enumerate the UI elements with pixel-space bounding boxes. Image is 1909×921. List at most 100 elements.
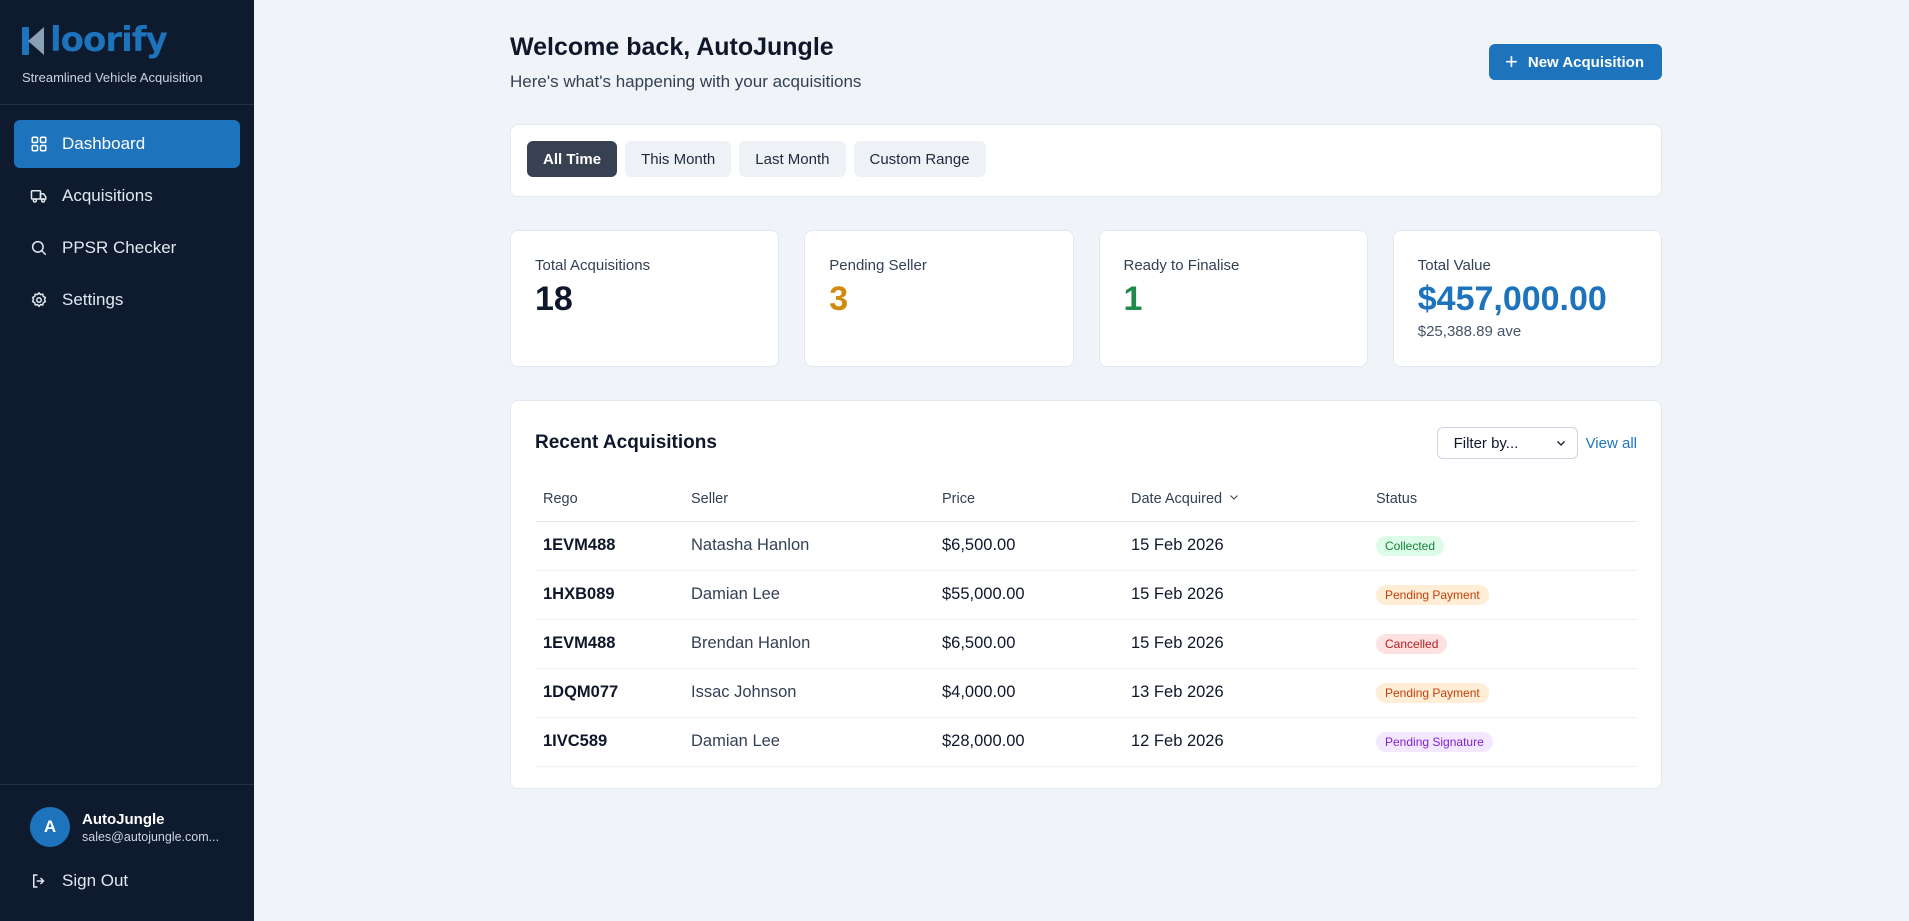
column-header-rego[interactable]: Rego <box>535 477 683 522</box>
table-row[interactable]: 1HXB089 Damian Lee $55,000.00 15 Feb 202… <box>535 570 1637 620</box>
sidebar: loorify Streamlined Vehicle Acquisition … <box>0 0 254 921</box>
sign-out-icon <box>33 874 45 888</box>
chevron-down-icon <box>1556 441 1565 446</box>
table-header-row: Rego Seller Price Date Acquired Status <box>535 477 1637 522</box>
stat-ready-to-finalise: Ready to Finalise 1 <box>1098 230 1368 367</box>
stat-label: Total Acquisitions <box>535 257 651 274</box>
column-header-price[interactable]: Price <box>934 477 1123 522</box>
status-badge: Cancelled <box>1376 633 1448 654</box>
acquisitions-table: Rego Seller Price Date Acquired Status 1… <box>535 477 1637 767</box>
user-email: sales@autojungle.com... <box>82 829 220 844</box>
range-this-month-button[interactable]: This Month <box>625 141 732 177</box>
sidebar-item-settings[interactable]: Settings <box>14 276 240 324</box>
filter-select-value: Filter by... <box>1453 434 1519 452</box>
page-title: Welcome back, AutoJungle <box>510 33 834 61</box>
column-header-status[interactable]: Status <box>1368 477 1637 522</box>
cell-price: $55,000.00 <box>934 570 1123 620</box>
cell-date: 15 Feb 2026 <box>1123 570 1368 620</box>
stat-value: 3 <box>829 280 849 318</box>
cell-seller: Brendan Hanlon <box>683 619 934 669</box>
column-header-date-acquired[interactable]: Date Acquired <box>1123 477 1368 522</box>
cell-rego: 1IVC589 <box>535 717 683 767</box>
filter-select[interactable]: Filter by... <box>1436 427 1578 459</box>
cell-seller: Issac Johnson <box>683 668 934 718</box>
stat-value: $457,000.00 <box>1417 280 1607 318</box>
status-badge: Pending Payment <box>1376 584 1489 605</box>
cell-status: Pending Signature <box>1368 717 1637 767</box>
cell-rego: 1HXB089 <box>535 570 683 620</box>
cell-price: $6,500.00 <box>934 521 1123 571</box>
range-all-time-button[interactable]: All Time <box>527 141 618 177</box>
grid-icon <box>30 135 48 153</box>
gear-icon <box>30 291 48 309</box>
table-row[interactable]: 1IVC589 Damian Lee $28,000.00 12 Feb 202… <box>535 717 1637 767</box>
page-subtitle: Here's what's happening with your acquis… <box>510 72 862 91</box>
sidebar-item-label: PPSR Checker <box>62 238 177 257</box>
avatar: A <box>30 807 70 847</box>
page-header: Welcome back, AutoJungle Here's what's h… <box>510 0 1662 124</box>
search-icon <box>30 239 48 257</box>
stat-label: Pending Seller <box>829 257 927 274</box>
stat-total-acquisitions: Total Acquisitions 18 <box>510 230 780 367</box>
cell-rego: 1EVM488 <box>535 521 683 571</box>
new-acquisition-button[interactable]: + New Acquisition <box>1489 44 1662 80</box>
logo-mark-icon <box>22 25 48 55</box>
recent-acquisitions-header: Recent Acquisitions Filter by... View al… <box>535 423 1637 463</box>
sidebar-item-dashboard[interactable]: Dashboard <box>14 120 240 168</box>
cell-date: 13 Feb 2026 <box>1123 668 1368 718</box>
sidebar-item-acquisitions[interactable]: Acquisitions <box>14 172 240 220</box>
user-profile[interactable]: A AutoJungle sales@autojungle.com... <box>30 807 224 847</box>
sign-out-label: Sign Out <box>62 871 129 890</box>
recent-acquisitions-title: Recent Acquisitions <box>535 432 717 453</box>
table-row[interactable]: 1EVM488 Brendan Hanlon $6,500.00 15 Feb … <box>535 619 1637 669</box>
user-name: AutoJungle <box>82 810 165 828</box>
cell-seller: Natasha Hanlon <box>683 521 934 571</box>
cell-status: Pending Payment <box>1368 668 1637 718</box>
stat-label: Ready to Finalise <box>1123 257 1240 274</box>
stat-total-value: Total Value $457,000.00 $25,388.89 ave <box>1392 230 1662 367</box>
logo[interactable]: loorify <box>22 20 232 60</box>
sidebar-nav: Dashboard Acquisitions PPSR Checker Sett… <box>0 105 254 343</box>
column-header-seller[interactable]: Seller <box>683 477 934 522</box>
status-badge: Pending Signature <box>1376 731 1493 752</box>
date-range-filter: All Time This Month Last Month Custom Ra… <box>510 124 1662 197</box>
stat-value: 1 <box>1123 280 1143 318</box>
new-acquisition-label: New Acquisition <box>1527 53 1644 71</box>
status-badge: Collected <box>1376 535 1445 556</box>
view-all-link[interactable]: View all <box>1585 434 1637 452</box>
sidebar-footer: A AutoJungle sales@autojungle.com... Sig… <box>0 784 254 921</box>
status-badge: Pending Payment <box>1376 682 1489 703</box>
sidebar-item-label: Dashboard <box>62 134 146 153</box>
cell-status: Pending Payment <box>1368 570 1637 620</box>
sidebar-item-label: Settings <box>62 290 124 309</box>
stat-pending-seller: Pending Seller 3 <box>804 230 1074 367</box>
plus-icon: + <box>1505 49 1518 74</box>
range-custom-button[interactable]: Custom Range <box>853 141 986 177</box>
sort-chevron-down-icon[interactable] <box>1228 491 1240 507</box>
brand: loorify Streamlined Vehicle Acquisition <box>0 0 254 105</box>
cell-date: 12 Feb 2026 <box>1123 717 1368 767</box>
range-last-month-button[interactable]: Last Month <box>739 141 846 177</box>
cell-date: 15 Feb 2026 <box>1123 619 1368 669</box>
stat-average: $25,388.89 ave <box>1417 323 1522 340</box>
sidebar-item-label: Acquisitions <box>62 186 153 205</box>
cell-date: 15 Feb 2026 <box>1123 521 1368 571</box>
cell-seller: Damian Lee <box>683 570 934 620</box>
truck-icon <box>30 187 48 205</box>
stats-row: Total Acquisitions 18 Pending Seller 3 R… <box>510 230 1662 367</box>
cell-price: $4,000.00 <box>934 668 1123 718</box>
cell-seller: Damian Lee <box>683 717 934 767</box>
tagline: Streamlined Vehicle Acquisition <box>22 70 203 85</box>
main-content: Welcome back, AutoJungle Here's what's h… <box>510 0 1662 789</box>
table-tools: Filter by... View all <box>1436 427 1637 459</box>
cell-price: $6,500.00 <box>934 619 1123 669</box>
cell-price: $28,000.00 <box>934 717 1123 767</box>
sign-out-button[interactable]: Sign Out <box>30 853 224 909</box>
stat-value: 18 <box>535 280 573 318</box>
cell-status: Cancelled <box>1368 619 1637 669</box>
logo-text: loorify <box>50 20 168 60</box>
cell-rego: 1DQM077 <box>535 668 683 718</box>
table-row[interactable]: 1DQM077 Issac Johnson $4,000.00 13 Feb 2… <box>535 668 1637 718</box>
sidebar-item-ppsr-checker[interactable]: PPSR Checker <box>14 224 240 272</box>
table-row[interactable]: 1EVM488 Natasha Hanlon $6,500.00 15 Feb … <box>535 521 1637 571</box>
